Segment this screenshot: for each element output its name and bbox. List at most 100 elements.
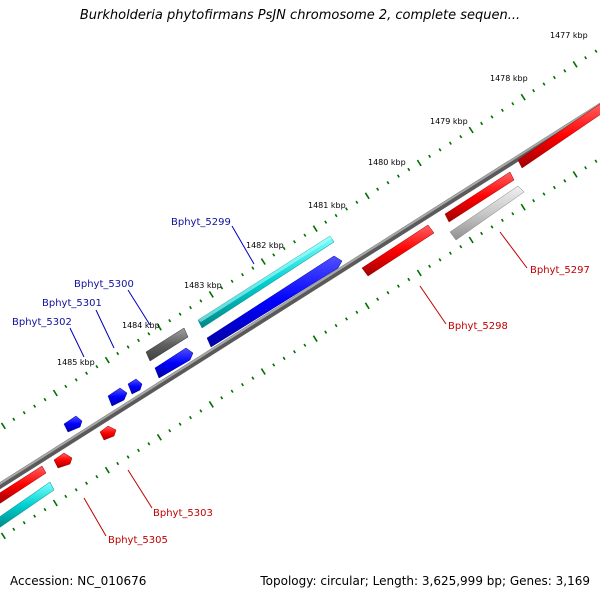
tick-mark <box>12 527 16 532</box>
tick-mark <box>468 126 474 134</box>
page-title: Burkholderia phytofirmans PsJN chromosom… <box>79 8 521 23</box>
gene-red-left[interactable] <box>0 465 47 504</box>
gene-small-red[interactable] <box>53 452 73 469</box>
tick-mark <box>448 251 452 255</box>
tick-mark <box>594 159 598 163</box>
tick-mark <box>43 507 47 512</box>
gene-bphyt-5297-red[interactable] <box>517 103 600 169</box>
tick-mark <box>355 310 359 315</box>
tick-mark <box>116 351 120 356</box>
tick-mark <box>0 532 6 540</box>
tick-mark <box>33 514 37 518</box>
tick-mark <box>104 356 110 364</box>
tick-mark <box>230 279 234 283</box>
tick-mark <box>520 93 526 101</box>
chromosome-backbone <box>0 102 600 490</box>
tick-label-1484: 1484 kbp <box>122 321 160 330</box>
tick-mark <box>428 154 432 159</box>
gene-label-bphyt-5301: Bphyt_5301 <box>42 298 102 309</box>
tick-mark <box>156 323 162 331</box>
tick-mark <box>22 520 26 525</box>
tick-mark <box>438 258 442 262</box>
tick-mark <box>520 203 526 211</box>
tick-mark <box>386 180 390 185</box>
tick-mark <box>178 422 182 426</box>
tick-mark <box>137 448 140 453</box>
tick-mark <box>552 75 556 80</box>
tick-mark <box>282 356 286 361</box>
tick-label-1483: 1483 kbp <box>184 281 222 290</box>
gene-red-mid[interactable] <box>361 224 435 277</box>
tick-mark <box>293 240 296 244</box>
tick-mark <box>116 461 120 466</box>
tick-mark <box>396 174 400 178</box>
gene-bphyt-5301[interactable] <box>145 327 189 362</box>
tick-mark <box>324 330 328 334</box>
tick-mark <box>74 488 78 492</box>
tick-mark <box>241 272 244 277</box>
tick-mark <box>552 185 556 190</box>
tick-mark <box>33 404 37 408</box>
tick-mark <box>376 187 380 191</box>
tick-label-1485: 1485 kbp <box>57 358 95 367</box>
tick-mark <box>52 499 58 507</box>
tick-mark <box>407 167 411 172</box>
gene-small-blue-1[interactable] <box>107 387 128 407</box>
tick-mark <box>251 266 255 270</box>
tick-mark <box>137 338 140 343</box>
tick-mark <box>189 305 192 310</box>
tick-mark <box>303 233 307 237</box>
gene-bphyt-5302[interactable] <box>154 347 194 379</box>
tick-mark <box>500 108 504 113</box>
gene-label-bphyt-5305: Bphyt_5305 <box>108 535 168 546</box>
gene-bphyt-5297-light[interactable] <box>449 185 525 241</box>
tick-label-1482: 1482 kbp <box>246 241 284 250</box>
gene-bphyt-5305-cyan[interactable] <box>0 481 55 528</box>
tick-mark <box>303 343 307 347</box>
gene-small-blue-3[interactable] <box>63 415 83 433</box>
tick-tracks <box>0 49 598 540</box>
tick-mark <box>282 246 286 251</box>
tick-mark <box>199 409 203 413</box>
tick-mark <box>43 397 47 402</box>
genes <box>0 103 600 528</box>
tick-mark <box>220 396 224 400</box>
tick-mark <box>293 350 296 354</box>
tick-mark <box>312 335 318 343</box>
tick-mark <box>511 212 515 216</box>
accession-text: Accession: NC_010676 <box>10 574 147 588</box>
gene-bphyt-5299[interactable] <box>197 235 335 329</box>
tick-label-1480: 1480 kbp <box>368 158 406 167</box>
gene-bphyt-5298[interactable] <box>444 171 515 223</box>
gene-label-bphyt-5299: Bphyt_5299 <box>171 217 231 228</box>
tick-mark <box>22 410 26 415</box>
tick-mark <box>364 302 370 310</box>
tick-mark <box>260 258 266 265</box>
tick-mark <box>584 166 588 170</box>
genome-summary-text: Topology: circular; Length: 3,625,999 bp… <box>260 574 590 588</box>
tick-mark <box>241 382 244 387</box>
tick-mark <box>64 384 68 389</box>
tick-mark <box>95 364 99 369</box>
gene-label-bphyt-5302: Bphyt_5302 <box>12 317 72 328</box>
tick-mark <box>416 269 422 277</box>
label-leaders <box>69 225 528 537</box>
tick-mark <box>407 277 411 282</box>
tick-mark <box>208 400 214 408</box>
gene-small-blue-2[interactable] <box>127 378 143 395</box>
tick-mark <box>74 378 78 382</box>
tick-mark <box>189 415 192 420</box>
tick-mark <box>563 69 567 73</box>
tick-mark <box>490 115 494 119</box>
tick-mark <box>168 428 172 433</box>
gene-bphyt-5303[interactable] <box>99 425 117 441</box>
tick-mark <box>208 290 214 298</box>
tick-mark <box>448 141 452 145</box>
tick-mark <box>594 49 598 53</box>
tick-mark <box>584 56 588 60</box>
tick-label-1481: 1481 kbp <box>308 201 346 210</box>
gene-bphyt-5300[interactable] <box>206 255 343 348</box>
tick-mark <box>104 466 110 474</box>
gene-label-bphyt-5303: Bphyt_5303 <box>153 508 213 519</box>
tick-mark <box>0 422 6 430</box>
